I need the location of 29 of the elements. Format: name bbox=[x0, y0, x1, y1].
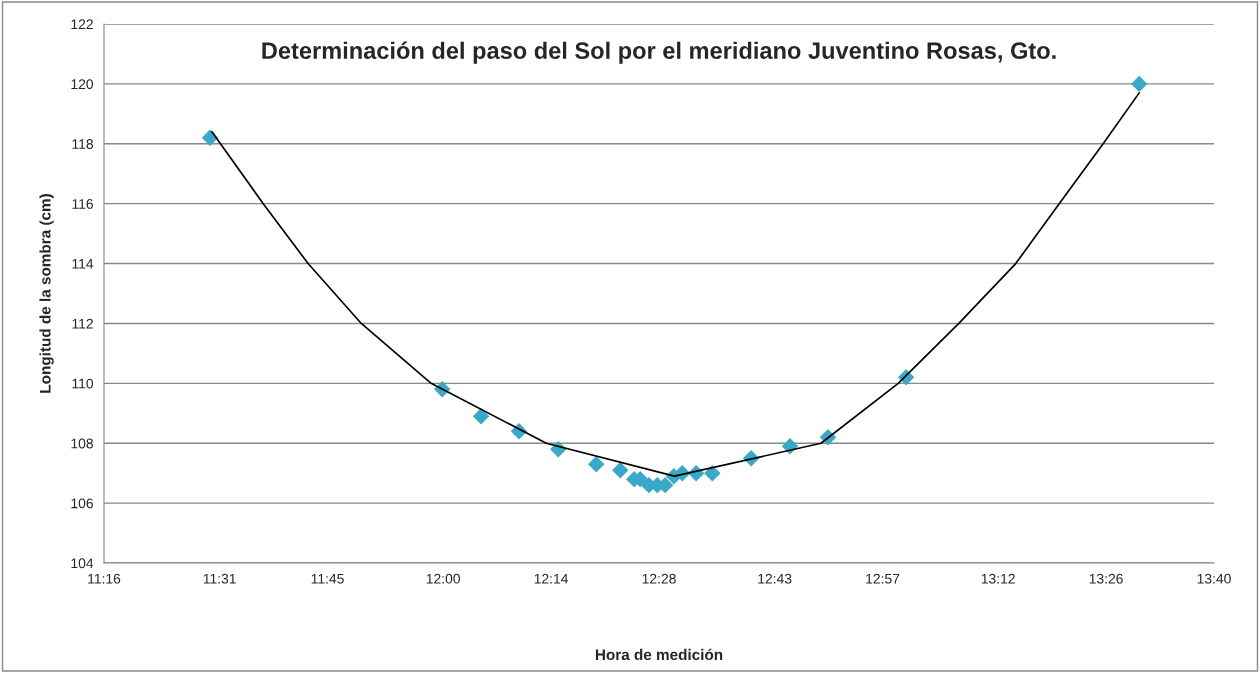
y-tick-label: 120 bbox=[71, 79, 94, 90]
y-tick-label: 108 bbox=[71, 438, 93, 449]
x-tick-label: 13:40 bbox=[1197, 573, 1231, 584]
y-axis-title: Longitud de la sombra (cm) bbox=[39, 194, 54, 393]
point bbox=[1131, 75, 1148, 93]
y-tick-label: 122 bbox=[71, 19, 93, 30]
point bbox=[588, 455, 605, 473]
y-tick-label: 114 bbox=[72, 259, 94, 269]
x-tick-label: 12:57 bbox=[866, 573, 900, 584]
x-tick-label: 12:14 bbox=[534, 573, 569, 584]
x-tick-label: 13:12 bbox=[981, 573, 1015, 584]
x-tick-label: 12:43 bbox=[758, 573, 792, 584]
x-axis-title: Hora de medición bbox=[595, 648, 723, 661]
y-tick-label: 106 bbox=[71, 498, 93, 509]
y-tick-label: 118 bbox=[72, 139, 93, 149]
y-tick-label: 112 bbox=[72, 318, 93, 329]
point bbox=[704, 464, 721, 482]
x-tick-label: 13:26 bbox=[1089, 573, 1123, 584]
x-tick-label: 11:45 bbox=[311, 573, 344, 584]
y-tick-label: 104 bbox=[71, 558, 94, 569]
point bbox=[612, 461, 629, 479]
text: Determinación del paso del Sol por el meridiano Juventino Rosas, Gto. bbox=[262, 41, 1056, 64]
x-tick-label: 11:16 bbox=[88, 573, 121, 584]
x-tick-label: 12:00 bbox=[426, 573, 460, 584]
point bbox=[472, 408, 490, 425]
y-tick-label: 110 bbox=[72, 378, 94, 389]
x-tick-label: 11:31 bbox=[203, 573, 236, 584]
x-tick-label: 12:28 bbox=[642, 573, 676, 584]
y-tick-label: 116 bbox=[72, 199, 93, 209]
